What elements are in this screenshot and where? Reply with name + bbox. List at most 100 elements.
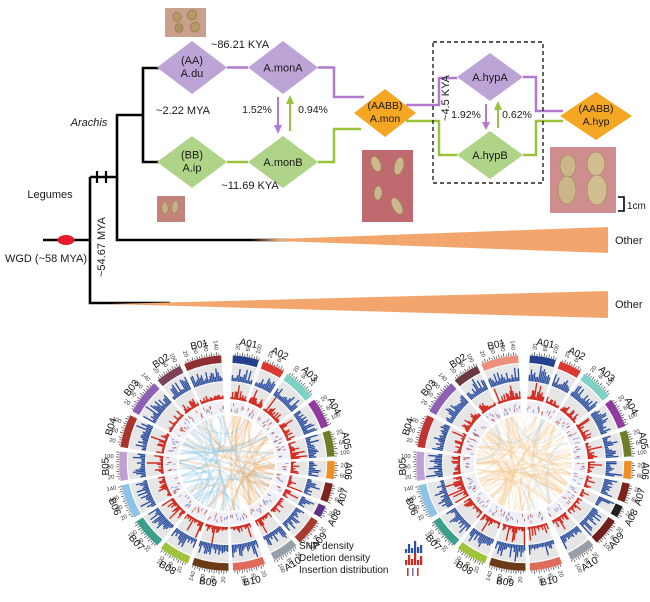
insertion-distribution-track (165, 457, 177, 472)
node-amonb-diamond (248, 136, 318, 188)
link-chord (179, 418, 218, 454)
axis-tick (199, 356, 201, 359)
axis-tick (119, 490, 123, 493)
tick-label: 60 (635, 440, 642, 447)
insertion-distribution-track (282, 463, 289, 471)
axis-tick (126, 509, 130, 512)
insertion-track-bg (503, 510, 526, 525)
node-label: (AA) (181, 55, 203, 67)
tick-label: 100 (276, 563, 286, 574)
insertion-distribution-track (170, 477, 181, 495)
link-chords (475, 414, 573, 512)
axis-tick (619, 512, 622, 515)
snp-density-track (434, 479, 454, 508)
chromosome-band (529, 354, 557, 368)
axis-tick (278, 366, 280, 369)
tick-label: 20 (221, 576, 227, 583)
link-chord (520, 477, 537, 511)
link-chord (248, 421, 274, 476)
insertion-distribution-track (547, 504, 562, 518)
insertion-track-bg (526, 509, 547, 525)
chromosome-band (131, 382, 161, 416)
axis-tick (421, 417, 426, 420)
axis-tick (430, 403, 433, 406)
peanut-photo-seeds (165, 8, 206, 37)
link-chord (541, 482, 558, 501)
axis-tick (493, 566, 496, 570)
chromosome-label: A06 (638, 462, 650, 481)
link-chord (519, 414, 531, 511)
axis-tick (122, 497, 126, 500)
ahypa-to-ahyp-line (523, 75, 563, 113)
tick-label: 20 (478, 350, 486, 358)
link-chord (180, 430, 264, 454)
axis-tick (607, 393, 610, 395)
axis-tick (619, 412, 623, 415)
axis-tick (147, 538, 151, 542)
amonb-to-amon-line (318, 127, 361, 164)
axis-tick (612, 399, 615, 402)
axis-tick (306, 536, 310, 539)
axis-tick (124, 504, 128, 507)
axis-tick (163, 550, 165, 553)
axis-tick (428, 405, 432, 408)
insertion-distribution-track (462, 456, 471, 469)
link-chord (488, 429, 515, 510)
link-chord (476, 423, 502, 460)
axis-tick (315, 399, 318, 402)
link-chord (183, 478, 210, 504)
insertion-distribution-track (276, 473, 284, 483)
geneflow-pct-label: 0.94% (298, 104, 328, 116)
tick-label: 60 (160, 360, 169, 369)
deletion-density-track (545, 396, 560, 409)
snp-density-track (170, 527, 198, 548)
insertion-distribution-track (247, 408, 255, 419)
tick-label: 60 (488, 347, 496, 355)
insertion-distribution-track (231, 403, 245, 414)
axis-tick (557, 565, 560, 569)
link-chord (508, 428, 559, 509)
snp-density-track (231, 368, 253, 385)
link-chord (182, 443, 275, 470)
chromosome-band (183, 354, 222, 372)
insertion-track-bg (202, 401, 225, 418)
link-chord (511, 416, 571, 456)
deletion-density-track (161, 497, 186, 520)
insertion-distribution-track (262, 493, 272, 506)
axis-tick (289, 372, 291, 376)
axis-tick (417, 488, 420, 490)
tick-label: 100 (104, 454, 114, 461)
tick-label: 20 (318, 526, 327, 535)
axis-tick (258, 357, 260, 360)
axis-tick (423, 509, 427, 512)
link-chord (544, 427, 571, 474)
axis-tick (288, 551, 292, 555)
axis-tick (440, 389, 444, 392)
link-chord (180, 448, 252, 505)
node-label: A.ip (183, 163, 202, 175)
axis-tick (425, 513, 429, 516)
node-label: A.monA (263, 63, 303, 75)
axis-tick (446, 384, 449, 387)
link-chord (478, 434, 501, 448)
chromosome-band (325, 460, 336, 480)
link-chord (527, 473, 568, 511)
snp-density-track (528, 365, 551, 385)
snp-density-track (605, 461, 623, 477)
deletion-track-bg (559, 395, 588, 424)
chromosome-band (118, 451, 129, 482)
axis-tick (577, 556, 580, 560)
link-chord (515, 415, 531, 511)
snp-density-track (198, 540, 229, 555)
link-chord (510, 416, 542, 442)
axis-tick (419, 500, 423, 503)
axis-tick (328, 499, 331, 501)
axis-tick (472, 363, 475, 368)
insertion-distribution-track (527, 511, 544, 524)
axis-tick (618, 514, 622, 518)
axis-tick (630, 443, 634, 445)
axis-tick (588, 373, 591, 377)
axis-tick (428, 407, 431, 410)
axis-tick (167, 368, 170, 372)
